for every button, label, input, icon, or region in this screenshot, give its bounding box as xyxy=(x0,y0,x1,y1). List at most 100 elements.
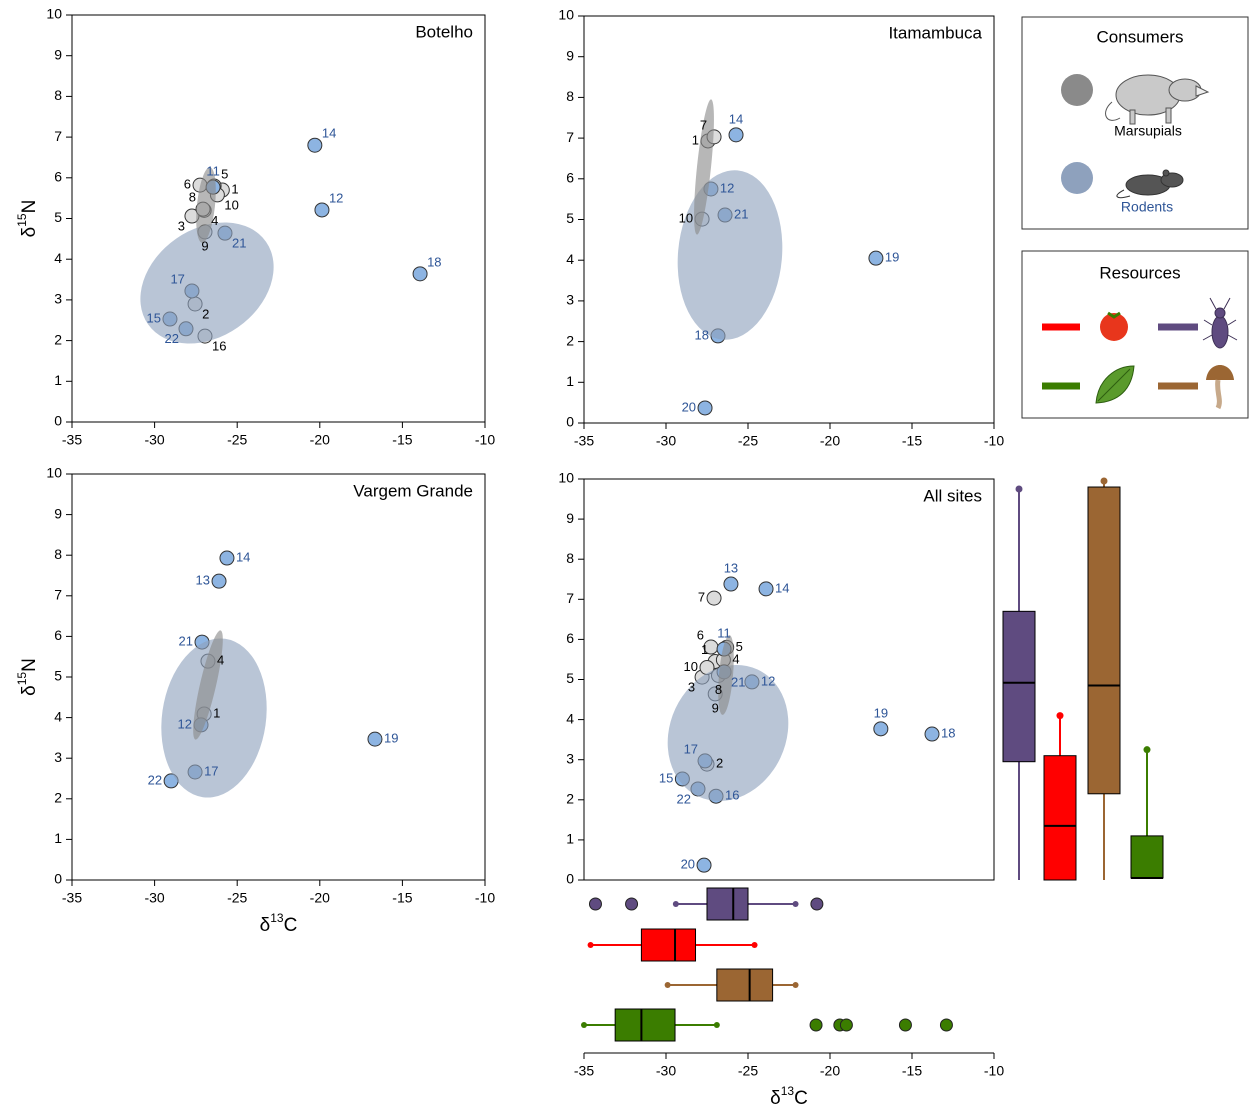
x-tick-label: -30 xyxy=(144,432,164,448)
point-label: 18 xyxy=(695,327,709,342)
legend-title: Resources xyxy=(1099,263,1180,282)
y-tick-label: 1 xyxy=(54,830,62,846)
y-tick-label: 6 xyxy=(566,630,574,646)
whisker-end xyxy=(793,982,799,988)
point-label: 15 xyxy=(659,770,673,785)
whisker-end xyxy=(1057,712,1064,719)
y-tick-label: 8 xyxy=(566,88,574,104)
y-tick-label: 10 xyxy=(558,470,574,486)
legend-swatch xyxy=(1061,74,1093,106)
legend-swatch xyxy=(1061,162,1093,194)
y-tick-label: 4 xyxy=(54,250,62,266)
point xyxy=(368,732,382,746)
point-label: 17 xyxy=(204,763,218,778)
y-tick-label: 6 xyxy=(566,170,574,186)
panel-title: All sites xyxy=(923,486,982,505)
axis-label: δ13C xyxy=(260,911,298,936)
point-label: 17 xyxy=(684,741,698,756)
y-tick-label: 4 xyxy=(54,708,62,724)
y-tick-label: 9 xyxy=(566,47,574,63)
x-tick-label: -30 xyxy=(144,890,164,906)
x-tick-label: -35 xyxy=(62,890,82,906)
plot-frame xyxy=(584,16,994,423)
axis-label-part: 13 xyxy=(781,1084,795,1098)
y-tick-label: 5 xyxy=(566,670,574,686)
x-tick-label: -20 xyxy=(310,890,330,906)
y-tick-label: 5 xyxy=(566,210,574,226)
point xyxy=(759,582,773,596)
axis-label-part: N xyxy=(19,200,40,214)
y-tick-label: 3 xyxy=(566,292,574,308)
y-tick-label: 3 xyxy=(54,749,62,765)
flier xyxy=(810,1019,822,1031)
point-label: 12 xyxy=(720,180,734,195)
axis-label-part: C xyxy=(284,915,298,936)
point-label: 14 xyxy=(236,549,250,564)
point-label: 22 xyxy=(677,791,691,806)
axis-label-part: δ xyxy=(260,915,271,936)
y-tick-label: 3 xyxy=(566,750,574,766)
point-label: 10 xyxy=(684,659,698,674)
y-tick-label: 4 xyxy=(566,710,574,726)
point-label: 21 xyxy=(232,236,246,251)
axis-label-part: 15 xyxy=(15,213,29,227)
point-label: 9 xyxy=(201,238,208,253)
y-tick-label: 2 xyxy=(54,331,62,347)
point-label: 17 xyxy=(170,271,184,286)
y-tick-label: 7 xyxy=(566,590,574,606)
x-tick-label: -30 xyxy=(656,1063,676,1079)
y-tick-label: 9 xyxy=(54,505,62,521)
x-tick-label: -25 xyxy=(738,433,758,449)
flier xyxy=(811,898,823,910)
point-label: 15 xyxy=(146,310,160,325)
point-label: 4 xyxy=(217,653,224,668)
point xyxy=(413,267,427,281)
point xyxy=(698,401,712,415)
axis-label-part: δ xyxy=(19,227,40,238)
x-tick-label: -10 xyxy=(475,432,495,448)
box xyxy=(641,929,695,961)
y-tick-label: 2 xyxy=(566,332,574,348)
plot-frame xyxy=(584,479,994,880)
figure: Consumers Marsupials Rodents Resources 0… xyxy=(0,0,1249,1110)
box xyxy=(1131,836,1163,878)
flier xyxy=(840,1019,852,1031)
y-tick-label: 5 xyxy=(54,209,62,225)
box xyxy=(1044,756,1076,880)
flier xyxy=(589,898,601,910)
whisker-end xyxy=(714,1022,720,1028)
x-tick-label: -15 xyxy=(392,890,412,906)
point-label: 14 xyxy=(729,111,743,126)
box xyxy=(707,888,748,920)
x-tick-label: -15 xyxy=(902,433,922,449)
y-tick-label: 1 xyxy=(54,372,62,388)
point-label: 10 xyxy=(224,197,238,212)
point xyxy=(869,251,883,265)
whisker-end xyxy=(1016,486,1023,493)
x-tick-label: -15 xyxy=(392,432,412,448)
y-tick-label: 10 xyxy=(46,6,62,22)
whisker-end xyxy=(665,982,671,988)
box xyxy=(1088,487,1120,794)
point-label: 21 xyxy=(179,634,193,649)
point-label: 22 xyxy=(165,331,179,346)
x-tick-label: -10 xyxy=(475,890,495,906)
y-tick-label: 2 xyxy=(566,791,574,807)
axis-label: δ15N xyxy=(15,200,40,238)
point-label: 8 xyxy=(189,190,196,205)
y-tick-label: 0 xyxy=(566,414,574,430)
y-tick-label: 6 xyxy=(54,627,62,643)
legend-title: Consumers xyxy=(1097,27,1184,46)
legend-label: Rodents xyxy=(1121,199,1173,215)
point-label: 8 xyxy=(715,682,722,697)
plot-frame xyxy=(72,474,485,880)
x-tick-label: -20 xyxy=(310,432,330,448)
point xyxy=(308,138,322,152)
panel-title: Vargem Grande xyxy=(353,481,473,500)
x-tick-label: -35 xyxy=(574,1063,594,1079)
y-tick-label: 7 xyxy=(54,128,62,144)
y-tick-label: 8 xyxy=(54,87,62,103)
point xyxy=(707,591,721,605)
x-tick-label: -35 xyxy=(62,432,82,448)
point-label: 4 xyxy=(211,213,218,228)
